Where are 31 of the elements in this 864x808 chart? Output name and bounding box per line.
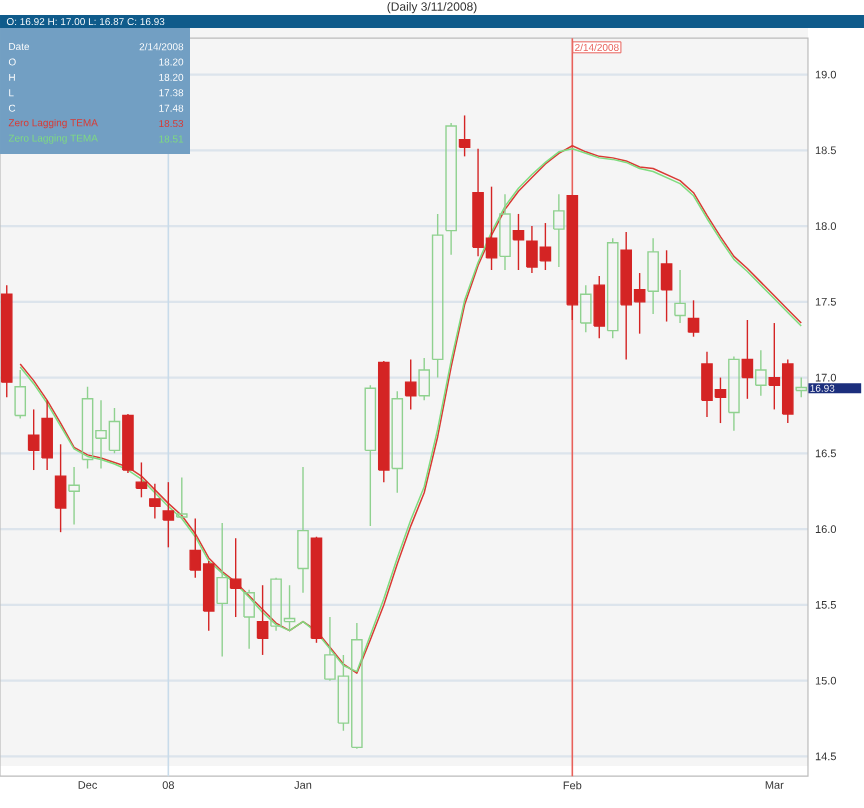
- candlestick: [364, 384, 377, 527]
- candlestick: [593, 275, 606, 339]
- candlestick: [404, 358, 417, 411]
- candlestick: [149, 482, 161, 520]
- candlestick: [553, 193, 565, 268]
- candlestick: [297, 466, 309, 594]
- candlestick: [687, 299, 700, 338]
- candlestick: [243, 589, 255, 650]
- candlestick: [162, 481, 175, 549]
- candlestick: [674, 269, 686, 324]
- candlestick: [54, 443, 67, 533]
- candlestick: [579, 284, 592, 333]
- candlestick: [216, 522, 229, 658]
- candlestick: [728, 355, 740, 432]
- candlestick: [660, 249, 673, 323]
- candlestick: [755, 349, 767, 397]
- candlestick: [512, 213, 525, 271]
- candlestick: [418, 357, 431, 402]
- candlestick: [229, 537, 242, 618]
- candlestick: [647, 237, 659, 315]
- candlestick: [135, 461, 148, 499]
- candlestick: [391, 390, 404, 494]
- candlestick: [741, 319, 754, 400]
- candlestick: [499, 193, 511, 271]
- candlestick: [445, 122, 457, 256]
- candlestick: [68, 466, 80, 526]
- candlestick: [256, 584, 269, 656]
- candlestick: [14, 369, 27, 420]
- candlestick: [458, 114, 471, 158]
- candlestick: [175, 476, 188, 520]
- candlestick: [431, 213, 444, 379]
